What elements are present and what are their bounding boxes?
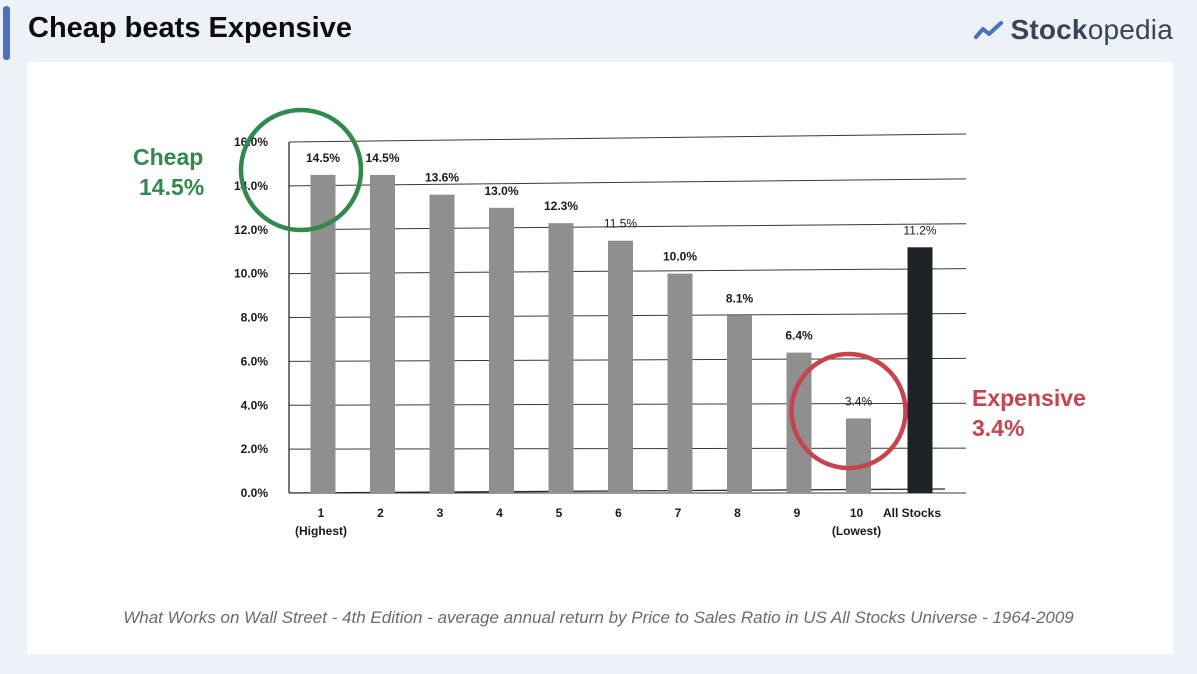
data-label: 13.0%: [484, 184, 518, 198]
chart-labels: 14.5% 1 (Highest) 14.5% 2 13.6% 3 13.0% 4 12.3% 5 1…: [295, 151, 941, 538]
brand-logo[interactable]: Stockopedia: [974, 14, 1173, 46]
y-tick-label: 12.0%: [234, 223, 268, 237]
cheap-label: Cheap: [133, 144, 204, 170]
bar: [370, 174, 395, 493]
x-tick-sublabel: (Lowest): [832, 524, 881, 538]
data-label: 14.5%: [365, 151, 399, 165]
x-tick-label: 5: [556, 506, 563, 520]
x-tick-label: 6: [615, 506, 622, 520]
data-label: 10.0%: [663, 250, 697, 264]
data-label: 6.4%: [785, 329, 813, 343]
bar: [907, 247, 933, 493]
bar: [667, 273, 693, 493]
y-tick-label: 10.0%: [234, 267, 268, 281]
x-tick-label: 1: [318, 506, 325, 520]
bar: [429, 194, 455, 493]
y-tick-label: 6.0%: [241, 354, 269, 368]
data-label: 8.1%: [726, 291, 754, 305]
data-label: 13.6%: [425, 171, 459, 185]
y-tick-label: 14.0%: [234, 179, 268, 193]
x-tick-label: 8: [734, 506, 741, 520]
chart-bars: [310, 174, 933, 493]
chart-panel: [27, 62, 1173, 654]
bar: [846, 418, 871, 493]
data-label: 11.5%: [604, 217, 637, 231]
data-label: 11.2%: [903, 223, 936, 237]
x-tick-label: 7: [675, 506, 682, 520]
bar: [608, 240, 633, 493]
x-tick-label: All Stocks: [883, 506, 941, 520]
x-tick-label: 10: [850, 506, 864, 520]
x-tick-sublabel: (Highest): [295, 524, 347, 538]
expensive-label: Expensive: [972, 385, 1086, 411]
expensive-value: 3.4%: [972, 415, 1025, 441]
cheap-highlight-circle: [238, 107, 364, 233]
y-tick-label: 8.0%: [241, 311, 269, 325]
bar: [489, 207, 514, 493]
chart-highlights: [238, 107, 908, 471]
expensive-callout: Expensive 3.4%: [972, 383, 1086, 443]
data-label: 12.3%: [544, 199, 578, 213]
chart-line-icon: [974, 21, 1004, 39]
bar: [548, 223, 574, 493]
expensive-highlight-circle: [789, 351, 908, 471]
x-tick-label: 4: [496, 506, 503, 520]
cheap-value: 14.5%: [139, 174, 205, 200]
y-tick-label: 16.0%: [234, 135, 268, 149]
x-tick-label: 9: [794, 506, 801, 520]
chart-caption: What Works on Wall Street - 4th Edition …: [123, 608, 1074, 627]
x-tick-label: 2: [377, 506, 384, 520]
brand-name-light: opedia: [1087, 14, 1173, 45]
brand-name-strong: Stock: [1010, 14, 1088, 45]
brand-name: Stockopedia: [1010, 14, 1173, 46]
page-title: Cheap beats Expensive: [28, 12, 352, 44]
y-tick-label: 0.0%: [241, 486, 269, 500]
cheap-callout: Cheap 14.5%: [133, 142, 204, 202]
y-tick-label: 2.0%: [241, 442, 269, 456]
gridline: [288, 133, 967, 143]
title-accent-bar: [3, 6, 10, 60]
gridline: [288, 223, 967, 231]
y-tick-label: 4.0%: [241, 398, 269, 412]
gridline: [288, 178, 967, 187]
x-tick-label: 3: [437, 506, 444, 520]
data-label: 3.4%: [845, 394, 873, 408]
data-label: 14.5%: [306, 151, 340, 165]
bar: [727, 315, 752, 493]
